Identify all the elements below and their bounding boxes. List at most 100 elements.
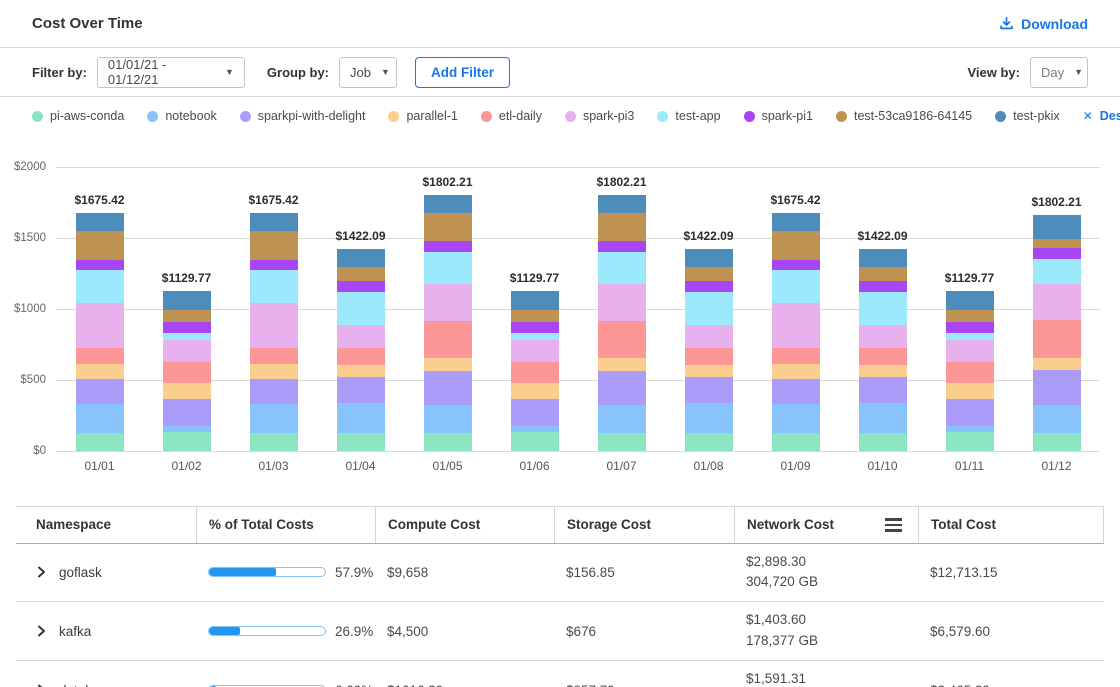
bar-segment-parallel-1[interactable]	[163, 383, 211, 399]
bar-segment-sparkpi-with-delight[interactable]	[163, 399, 211, 426]
bar-segment-spark-pi1[interactable]	[598, 241, 646, 252]
bar-segment-spark-pi1[interactable]	[859, 281, 907, 291]
bar-segment-test-53ca9186-64145[interactable]	[946, 310, 994, 322]
bar-segment-etl-daily[interactable]	[511, 362, 559, 383]
bar-segment-test-app[interactable]	[598, 252, 646, 284]
bar-segment-etl-daily[interactable]	[859, 348, 907, 365]
bar-segment-spark-pi3[interactable]	[1033, 284, 1081, 321]
bar-segment-spark-pi1[interactable]	[250, 260, 298, 270]
bar-segment-pi-aws-conda[interactable]	[76, 433, 124, 451]
bar-segment-spark-pi1[interactable]	[946, 322, 994, 334]
view-by-dropdown[interactable]: Day ▼	[1030, 57, 1088, 88]
bar-segment-parallel-1[interactable]	[250, 364, 298, 379]
bar-segment-test-app[interactable]	[250, 270, 298, 303]
bar-segment-etl-daily[interactable]	[598, 321, 646, 358]
bar-segment-notebook[interactable]	[337, 403, 385, 433]
bar-segment-parallel-1[interactable]	[511, 383, 559, 399]
bar-segment-test-app[interactable]	[424, 252, 472, 284]
expand-chevron-icon[interactable]	[36, 625, 47, 637]
bar-segment-sparkpi-with-delight[interactable]	[859, 377, 907, 403]
expand-chevron-icon[interactable]	[36, 566, 47, 578]
legend-item-test-53ca9186-64145[interactable]: test-53ca9186-64145	[836, 109, 972, 123]
bar-segment-test-53ca9186-64145[interactable]	[337, 267, 385, 281]
bar-segment-test-pkix[interactable]	[772, 213, 820, 231]
bar-stack[interactable]	[685, 249, 733, 451]
bar-segment-spark-pi3[interactable]	[76, 303, 124, 348]
bar-segment-spark-pi3[interactable]	[424, 284, 472, 322]
bar-segment-notebook[interactable]	[598, 405, 646, 433]
legend-item-test-pkix[interactable]: test-pkix	[995, 109, 1060, 123]
bar-segment-parallel-1[interactable]	[1033, 358, 1081, 371]
bar-segment-etl-daily[interactable]	[946, 362, 994, 383]
bar-segment-pi-aws-conda[interactable]	[859, 433, 907, 451]
group-by-dropdown[interactable]: Job ▼	[339, 57, 397, 88]
deselect-all-button[interactable]: ✕ Deselect All	[1083, 109, 1120, 123]
legend-item-spark-pi1[interactable]: spark-pi1	[744, 109, 813, 123]
bar-segment-test-pkix[interactable]	[424, 195, 472, 213]
bar-segment-etl-daily[interactable]	[337, 348, 385, 365]
bar-segment-parallel-1[interactable]	[859, 365, 907, 377]
bar-segment-test-53ca9186-64145[interactable]	[76, 231, 124, 260]
bar-segment-sparkpi-with-delight[interactable]	[76, 379, 124, 405]
bar-segment-spark-pi1[interactable]	[511, 322, 559, 334]
bar-segment-test-pkix[interactable]	[337, 249, 385, 268]
bar-segment-test-pkix[interactable]	[76, 213, 124, 231]
bar-segment-etl-daily[interactable]	[1033, 320, 1081, 357]
bar-segment-spark-pi3[interactable]	[685, 325, 733, 348]
bar-segment-test-pkix[interactable]	[946, 291, 994, 310]
bar-segment-pi-aws-conda[interactable]	[250, 433, 298, 451]
bar-segment-spark-pi1[interactable]	[424, 241, 472, 252]
bar-segment-pi-aws-conda[interactable]	[772, 433, 820, 451]
bar-segment-test-pkix[interactable]	[598, 195, 646, 213]
legend-item-spark-pi3[interactable]: spark-pi3	[565, 109, 634, 123]
bar-stack[interactable]	[772, 213, 820, 451]
table-row-goflask[interactable]: goflask57.9%$9,658$156.85$2,898.30304,72…	[16, 544, 1104, 603]
bar-segment-etl-daily[interactable]	[685, 348, 733, 365]
bar-segment-test-app[interactable]	[511, 333, 559, 340]
bar-segment-pi-aws-conda[interactable]	[1033, 433, 1081, 451]
bar-segment-test-app[interactable]	[337, 292, 385, 326]
bar-segment-spark-pi3[interactable]	[598, 284, 646, 322]
bar-segment-parallel-1[interactable]	[76, 364, 124, 379]
bar-segment-etl-daily[interactable]	[424, 321, 472, 358]
bar-stack[interactable]	[1033, 215, 1081, 451]
bar-segment-spark-pi1[interactable]	[772, 260, 820, 270]
legend-item-notebook[interactable]: notebook	[147, 109, 216, 123]
bar-stack[interactable]	[946, 291, 994, 451]
bar-segment-sparkpi-with-delight[interactable]	[772, 379, 820, 405]
bar-segment-spark-pi3[interactable]	[859, 325, 907, 348]
add-filter-button[interactable]: Add Filter	[415, 57, 510, 88]
bar-segment-sparkpi-with-delight[interactable]	[424, 371, 472, 405]
bar-segment-test-pkix[interactable]	[1033, 215, 1081, 239]
bar-segment-sparkpi-with-delight[interactable]	[250, 379, 298, 405]
bar-segment-test-app[interactable]	[859, 292, 907, 326]
bar-segment-test-pkix[interactable]	[511, 291, 559, 310]
bar-segment-etl-daily[interactable]	[250, 348, 298, 364]
bar-segment-pi-aws-conda[interactable]	[424, 433, 472, 451]
bar-segment-spark-pi3[interactable]	[163, 340, 211, 362]
bar-segment-test-app[interactable]	[76, 270, 124, 303]
bar-segment-spark-pi1[interactable]	[685, 281, 733, 291]
bar-segment-test-53ca9186-64145[interactable]	[859, 267, 907, 281]
bar-segment-spark-pi1[interactable]	[163, 322, 211, 334]
legend-item-pi-aws-conda[interactable]: pi-aws-conda	[32, 109, 124, 123]
bar-segment-parallel-1[interactable]	[946, 383, 994, 399]
bar-segment-sparkpi-with-delight[interactable]	[685, 377, 733, 403]
bar-segment-spark-pi1[interactable]	[76, 260, 124, 270]
bar-segment-test-app[interactable]	[163, 333, 211, 340]
bar-segment-test-53ca9186-64145[interactable]	[163, 310, 211, 322]
bar-segment-parallel-1[interactable]	[424, 358, 472, 371]
bar-segment-notebook[interactable]	[1033, 405, 1081, 433]
bar-stack[interactable]	[76, 213, 124, 451]
bar-segment-parallel-1[interactable]	[337, 365, 385, 377]
bar-segment-sparkpi-with-delight[interactable]	[337, 377, 385, 403]
bar-segment-pi-aws-conda[interactable]	[337, 433, 385, 451]
bar-segment-sparkpi-with-delight[interactable]	[946, 399, 994, 426]
bar-segment-test-pkix[interactable]	[250, 213, 298, 231]
bar-segment-notebook[interactable]	[772, 404, 820, 433]
bar-stack[interactable]	[424, 195, 472, 451]
bar-stack[interactable]	[598, 195, 646, 451]
column-menu-icon[interactable]	[883, 516, 904, 534]
legend-item-parallel-1[interactable]: parallel-1	[388, 109, 457, 123]
bar-segment-pi-aws-conda[interactable]	[511, 432, 559, 451]
